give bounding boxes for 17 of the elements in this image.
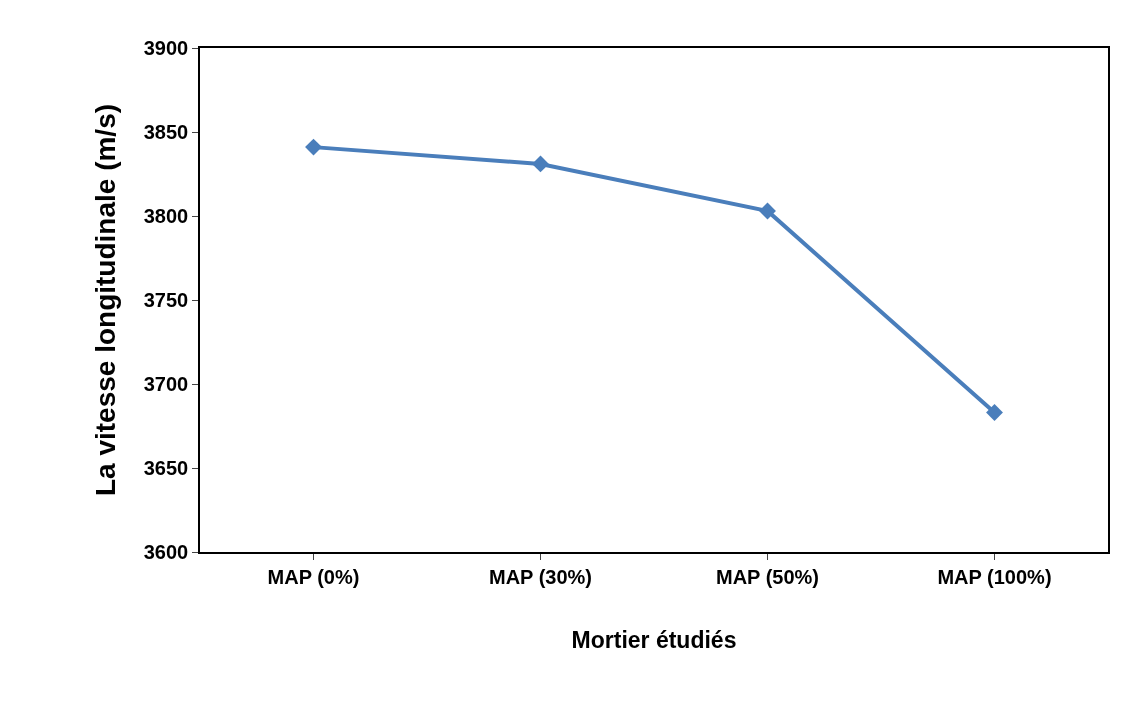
y-tick-label: 3800 [143,205,189,227]
point [986,404,1003,422]
x-tick-label: MAP (50%) [716,565,819,588]
y-tick-label: 3900 [143,37,189,59]
y-tick-label: 3600 [143,541,189,563]
point [759,202,776,220]
y-tick-label: 3650 [143,457,189,479]
x-axis-title: Mortier étudiés [571,626,737,653]
y-tick-label: 3850 [143,121,189,143]
y-tick-label: 3700 [143,373,189,395]
y-axis-title: La vitesse longitudinale (m/s) [89,103,121,497]
x-tick-label: MAP (30%) [489,565,592,588]
point [305,138,322,156]
y-tick-label: 3750 [143,289,189,311]
point [532,155,549,173]
x-tick-label: MAP (100%) [937,565,1052,588]
x-tick-label: MAP (0%) [267,565,360,588]
